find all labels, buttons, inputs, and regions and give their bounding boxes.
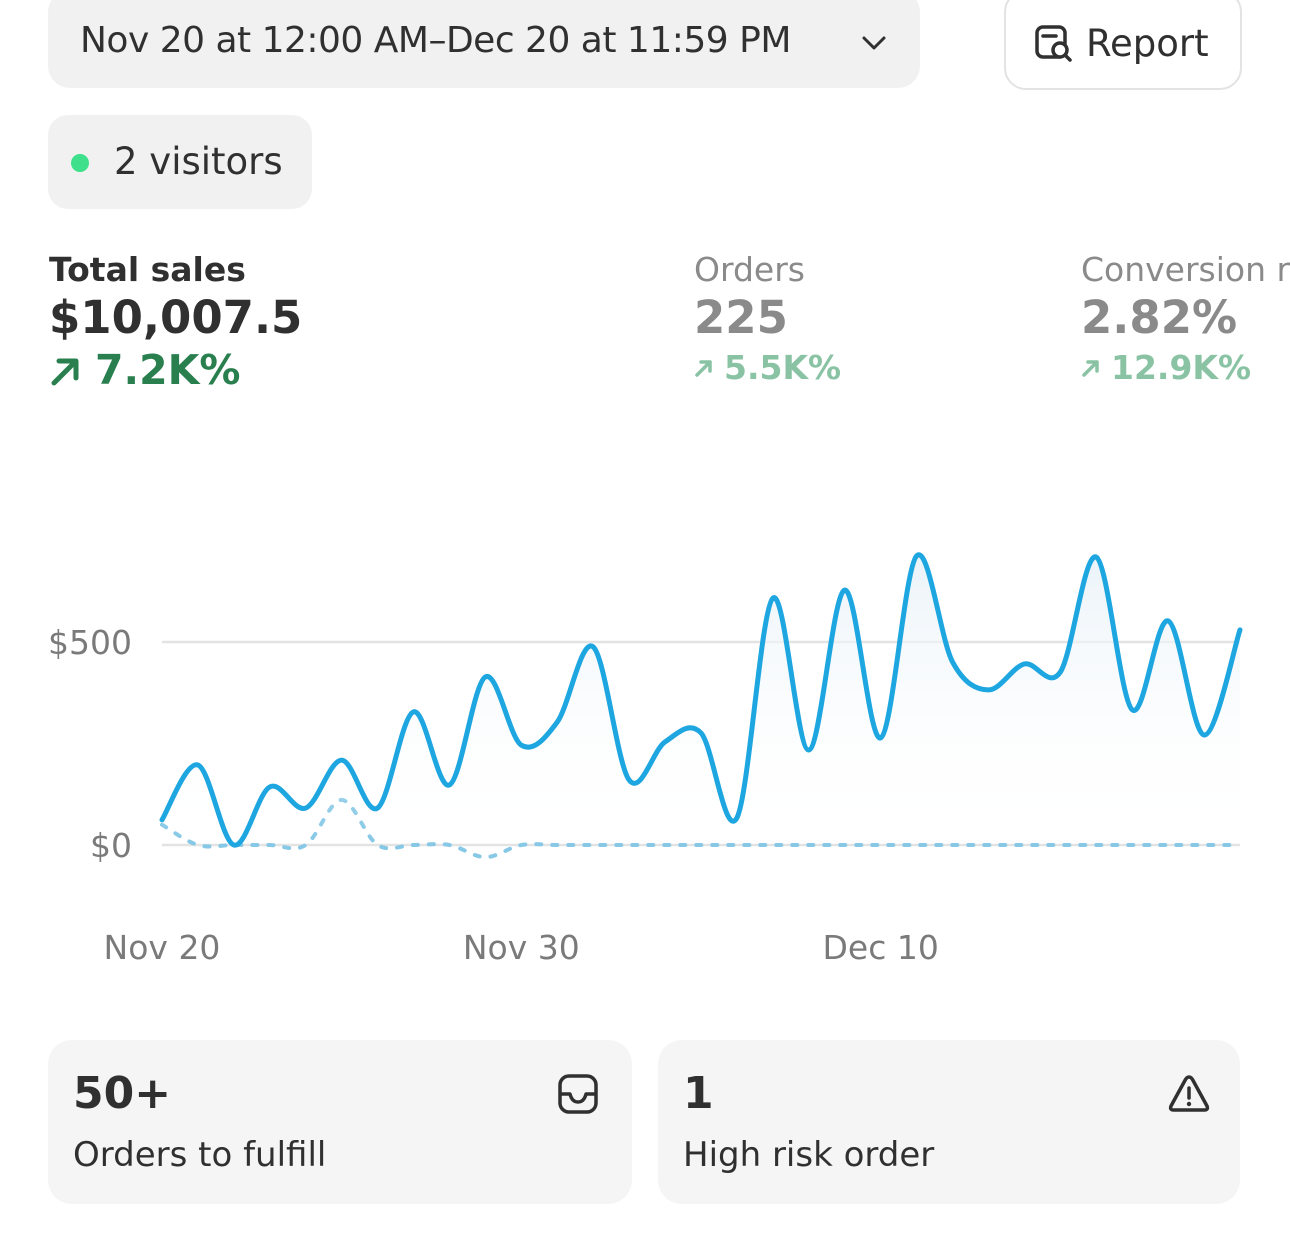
date-range-button[interactable]: Nov 20 at 12:00 AM–Dec 20 at 11:59 PM (48, 0, 920, 88)
y-tick-label: $500 (48, 623, 132, 662)
metric-total-sales[interactable]: Total sales $10,007.5 7.2K% (49, 250, 302, 394)
report-label: Report (1086, 22, 1209, 65)
warning-icon (1168, 1075, 1210, 1112)
arrow-up-icon (695, 360, 712, 377)
live-dot (71, 154, 89, 172)
metric-value: 2.82% (1081, 291, 1238, 344)
card-value: 1 (683, 1068, 714, 1119)
date-range: Nov 20 at 12:00 AM–Dec 20 at 11:59 PM (80, 20, 791, 61)
metric-change-row: 7.2K% (49, 344, 302, 394)
metric-change-row: 5.5K% (694, 344, 1074, 388)
series-area (162, 554, 1240, 846)
chart: $0 $500 Nov 20 Nov 30 Dec 10 (48, 552, 1243, 967)
report-icon (1035, 25, 1072, 62)
fulfill-card[interactable]: 50+ Orders to fulfill (48, 1040, 632, 1204)
metric-change: 12.9K% (1111, 348, 1252, 387)
card-label: High risk order (683, 1135, 935, 1175)
x-tick-label: Dec 10 (822, 928, 938, 967)
series-line (159, 552, 1243, 848)
y-tick-label: $0 (90, 826, 132, 865)
x-tick-label: Nov 20 (104, 928, 221, 967)
metric-change: 7.2K% (95, 346, 241, 394)
metric-label: Total sales (49, 250, 246, 289)
metric-conversion[interactable]: Conversion rate 2.82% 12.9K% (1081, 250, 1290, 388)
metric-change-row: 12.9K% (1081, 344, 1290, 388)
arrow-up-icon (51, 358, 79, 386)
chevron-icon (862, 36, 886, 50)
card-label: Orders to fulfill (73, 1135, 327, 1175)
inbox-icon (558, 1074, 598, 1114)
metric-label: Orders (694, 250, 805, 289)
risk-card[interactable]: 1 High risk order (658, 1040, 1240, 1204)
arrow-up-icon (1082, 360, 1099, 377)
visitors-pill[interactable]: 2 visitors (48, 115, 312, 209)
card-value: 50+ (73, 1068, 172, 1119)
metric-label: Conversion rate (1081, 250, 1290, 289)
report-button[interactable]: Report (1004, 0, 1242, 90)
x-tick-label: Nov 30 (463, 928, 580, 967)
metric-value: $10,007.5 (49, 291, 303, 344)
metric-orders[interactable]: Orders 225 5.5K% (694, 250, 1074, 388)
metric-value: 225 (694, 291, 788, 344)
metric-change: 5.5K% (724, 348, 842, 387)
visitors-label: 2 visitors (114, 140, 283, 183)
